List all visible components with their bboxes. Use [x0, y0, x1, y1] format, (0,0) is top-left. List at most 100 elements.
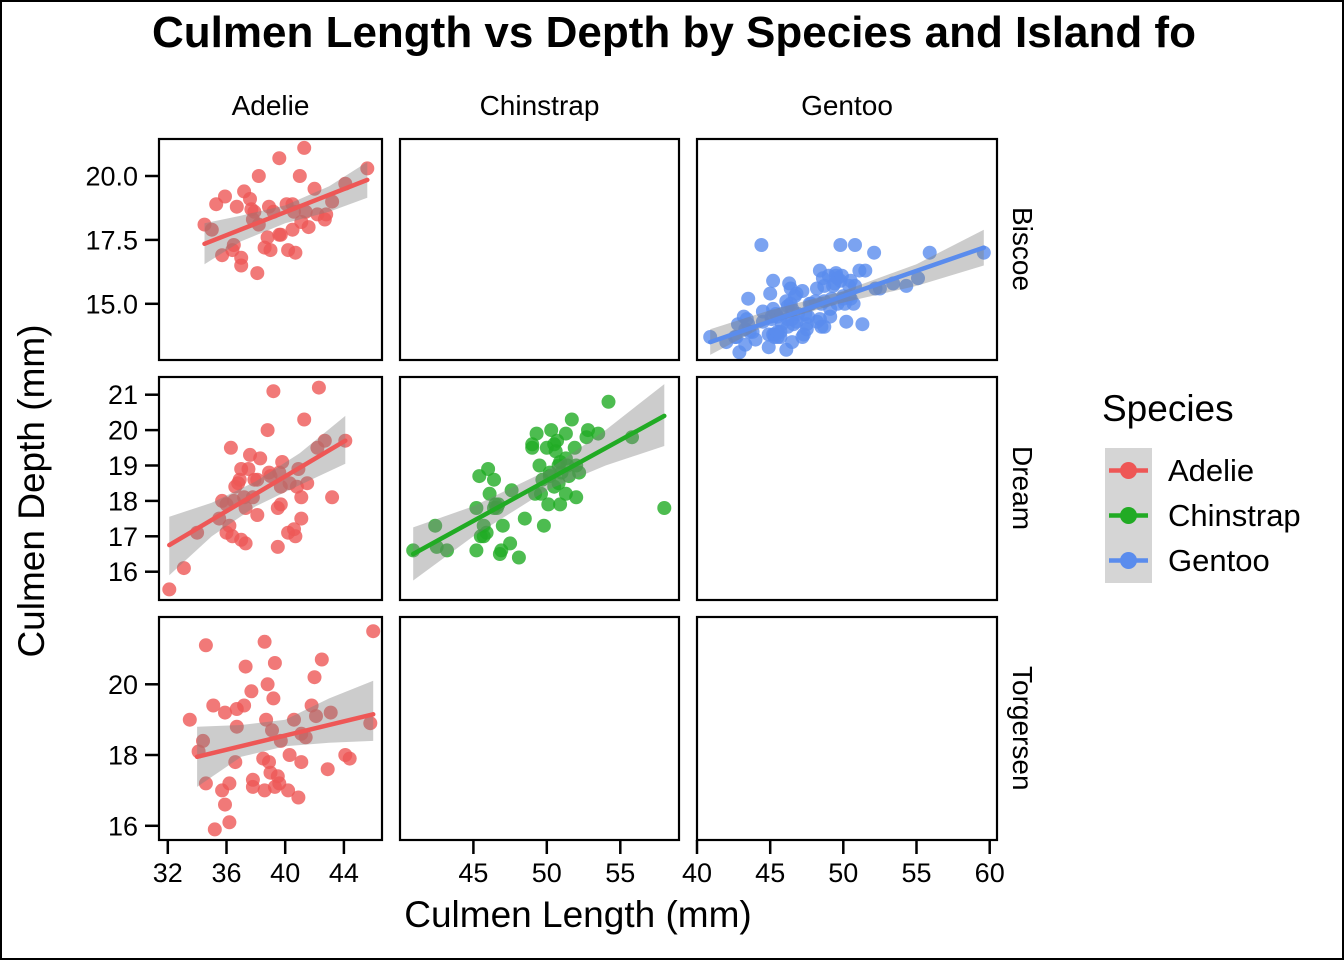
data-point — [207, 822, 222, 837]
data-point — [558, 426, 573, 441]
legend-items: Adelie Chinstrap Gentoo — [1105, 448, 1301, 583]
line-dot-key-icon — [1109, 462, 1148, 479]
data-point — [307, 181, 322, 196]
data-point — [229, 719, 244, 734]
data-point — [297, 140, 312, 155]
facet-panel-border — [398, 137, 681, 362]
scatter-points — [182, 624, 381, 837]
data-point — [817, 319, 832, 334]
data-point — [281, 783, 296, 798]
x-tick-label: 55 — [605, 858, 635, 888]
scatter-points — [703, 238, 991, 360]
y-tick-label: 16 — [108, 557, 138, 587]
data-point — [360, 161, 375, 176]
data-point — [298, 730, 313, 745]
data-point — [218, 797, 232, 812]
data-point — [553, 497, 568, 512]
data-point — [325, 194, 340, 209]
data-point — [867, 245, 882, 260]
facet-col-header-adelie: Adelie — [231, 90, 310, 121]
legend-item-adelie: Adelie — [1105, 448, 1301, 493]
data-point — [275, 455, 290, 469]
data-point — [238, 659, 253, 674]
data-point — [569, 490, 584, 505]
x-axis-title: Culmen Length (mm) — [404, 894, 752, 935]
legend-title: Species — [1102, 388, 1234, 429]
data-point — [300, 476, 315, 491]
data-point — [228, 755, 243, 770]
data-point — [741, 291, 756, 306]
data-point — [266, 384, 281, 399]
data-point — [250, 266, 265, 281]
data-point — [307, 670, 322, 685]
data-point — [855, 317, 870, 332]
data-point — [899, 278, 914, 293]
data-point — [846, 296, 861, 311]
facet-row-strip-dream: Dream — [1007, 446, 1038, 531]
facet-col-header-gentoo: Gentoo — [801, 90, 893, 121]
data-point — [287, 712, 301, 727]
trend-line — [202, 177, 370, 247]
data-point — [536, 518, 551, 533]
y-axis-title: Culmen Depth (mm) — [11, 324, 52, 658]
facet-adelie-torgersen — [182, 624, 381, 837]
data-point — [282, 748, 297, 762]
facet-row-strip-torgersen: Torgersen — [1007, 666, 1038, 791]
data-point — [294, 755, 309, 770]
data-point — [222, 518, 237, 533]
x-tick-label: 40 — [270, 858, 300, 888]
data-point — [325, 490, 340, 505]
facet-panel-border — [157, 615, 384, 842]
data-point — [260, 230, 275, 245]
data-point — [591, 426, 606, 441]
data-point — [366, 624, 381, 639]
data-point — [311, 380, 326, 395]
facet-panel-border — [695, 137, 999, 362]
data-point — [601, 394, 616, 409]
data-point — [294, 511, 309, 526]
scatter-points — [406, 394, 672, 565]
data-point — [541, 497, 556, 512]
x-tick-label: 40 — [682, 858, 712, 888]
trend-line — [167, 438, 348, 548]
x-tick-label: 36 — [211, 858, 241, 888]
y-tick-label: 18 — [108, 486, 138, 516]
data-point — [253, 451, 268, 466]
scatter-points — [197, 140, 375, 281]
data-point — [218, 189, 232, 204]
y-tick-label: 20.0 — [85, 162, 138, 192]
trend-line — [194, 712, 376, 760]
data-point — [314, 652, 329, 667]
legend-item-label: Adelie — [1168, 452, 1255, 488]
legend-item-chinstrap: Chinstrap — [1105, 493, 1301, 538]
data-point — [238, 536, 253, 551]
data-point — [517, 511, 532, 526]
facet-chinstrap-dream — [406, 384, 672, 581]
data-point — [544, 423, 559, 438]
data-point — [237, 698, 252, 713]
data-point — [232, 472, 247, 487]
data-point — [292, 169, 307, 183]
x-tick-label: 45 — [458, 858, 488, 888]
x-tick-label: 45 — [755, 858, 785, 888]
data-point — [482, 486, 497, 501]
facet-panel-border — [398, 375, 681, 602]
data-point — [795, 284, 810, 298]
data-point — [487, 472, 501, 487]
data-point — [754, 238, 769, 252]
legend-key-swatch — [1105, 538, 1152, 583]
data-point — [267, 656, 282, 670]
legend-item-gentoo: Gentoo — [1105, 538, 1301, 583]
data-point — [244, 684, 259, 699]
data-point — [548, 444, 563, 459]
data-point — [319, 207, 334, 222]
data-point — [766, 273, 781, 288]
x-tick-label: 32 — [153, 858, 183, 888]
data-point — [250, 472, 265, 487]
data-point — [294, 490, 309, 505]
data-point — [532, 458, 547, 473]
facet-panel-border — [695, 615, 999, 842]
data-point — [309, 709, 323, 724]
legend: Species Adelie Chinstrap — [1102, 388, 1301, 583]
